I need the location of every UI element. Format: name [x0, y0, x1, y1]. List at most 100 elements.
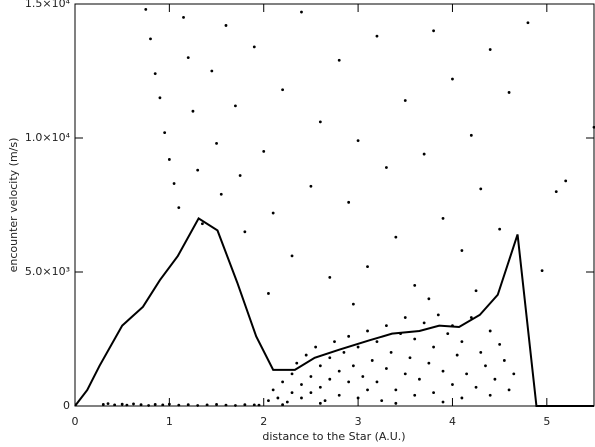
scatter-point [422, 321, 426, 325]
scatter-point [337, 393, 341, 397]
scatter-point [498, 227, 502, 231]
scatter-point [375, 34, 379, 38]
scatter-point [432, 29, 435, 33]
scatter-point [403, 99, 407, 102]
scatter-point [422, 152, 426, 156]
scatter-point [219, 192, 223, 196]
x-axis-label: distance to the Star (A.U.) [262, 430, 405, 443]
y-tick-label: 5.0×10³ [25, 265, 70, 278]
scatter-point [564, 179, 568, 183]
scatter-point [276, 396, 280, 400]
scatter-point [432, 391, 435, 394]
scatter-point [290, 391, 294, 394]
y-tick-label: 1.0×10⁴ [25, 131, 71, 144]
scatter-point [234, 104, 237, 108]
scatter-point [238, 174, 242, 177]
plot-frame [74, 3, 595, 407]
scatter-point [163, 131, 167, 135]
scatter-point [488, 329, 492, 333]
x-tick-label: 2 [260, 415, 267, 428]
scatter-point [347, 200, 351, 204]
scatter-point [267, 292, 270, 295]
scatter-point [441, 369, 445, 373]
scatter-point [153, 72, 157, 76]
scatter-point [295, 361, 299, 365]
scatter-point [257, 403, 261, 407]
scatter-point [328, 377, 332, 381]
scatter-point [408, 356, 412, 360]
scatter-point [356, 345, 360, 349]
scatter-point [337, 369, 341, 373]
scatter-point [366, 265, 369, 269]
scatter-point [385, 367, 388, 370]
scatter-point [314, 345, 318, 349]
scatter-point [507, 388, 511, 392]
scatter-point [375, 340, 379, 344]
scatter-point [196, 168, 200, 172]
line [74, 216, 594, 407]
scatter-point [200, 222, 204, 226]
scatter-point [147, 404, 151, 407]
scatter-point [215, 141, 218, 145]
scatter-point [252, 45, 256, 49]
scatter-point [167, 402, 171, 406]
scatter-point [285, 400, 289, 404]
scatter-point [493, 377, 497, 381]
scatter-point [502, 359, 506, 362]
scatter-point [460, 340, 464, 344]
scatter-point [380, 399, 384, 403]
scatter-point [394, 388, 398, 392]
scatter-point [328, 275, 332, 279]
scatter-point [351, 364, 355, 368]
scatter-point [186, 56, 190, 59]
scatter-point [215, 402, 218, 406]
scatter-point [290, 372, 294, 376]
scatter-point [262, 150, 266, 153]
scatter-point [554, 190, 558, 194]
scatter-point [540, 269, 544, 273]
scatter-point [337, 58, 341, 62]
scatter-point [300, 383, 303, 386]
scatter-point [309, 375, 313, 378]
scatter-point [385, 166, 388, 169]
scatter-point [366, 329, 369, 333]
scatter-point [418, 377, 421, 381]
scatter-point [290, 254, 294, 258]
y-axis-label: encounter velocity (m/s) [7, 138, 20, 273]
scatter-point [333, 340, 336, 344]
scatter-point [318, 385, 322, 389]
scatter-point [318, 364, 322, 368]
scatter-point [474, 385, 478, 389]
scatter-point [342, 351, 346, 354]
scatter-point [484, 364, 487, 368]
scatter-point [304, 353, 308, 357]
scatter-point [351, 302, 355, 306]
scatter-point [120, 402, 124, 406]
scatter-point [361, 375, 365, 378]
scatter-point [441, 400, 445, 404]
scatter-point [507, 91, 511, 94]
scatter-point [132, 402, 135, 406]
scatter-point [389, 351, 393, 354]
scatter-point [167, 158, 171, 161]
scatter-point [460, 249, 464, 252]
scatter-point [347, 380, 351, 384]
x-tick-label: 3 [355, 415, 362, 428]
scatter-point [281, 403, 284, 407]
scatter-point [300, 10, 303, 14]
scatter-point [432, 345, 435, 349]
scatter-point [153, 402, 157, 406]
x-tick-label: 4 [449, 415, 456, 428]
scatter-point [498, 342, 502, 346]
scatter-point [479, 187, 483, 191]
scatter-point [281, 380, 284, 384]
scatter-point [455, 353, 459, 357]
scatter-point [139, 403, 143, 407]
scatter-point [309, 391, 313, 394]
y-tick-label: 1.5×10⁴ [25, 0, 71, 10]
scatter-point [465, 372, 469, 376]
scatter-point [309, 184, 313, 188]
scatter-point [427, 361, 431, 365]
scatter-point [243, 403, 247, 407]
